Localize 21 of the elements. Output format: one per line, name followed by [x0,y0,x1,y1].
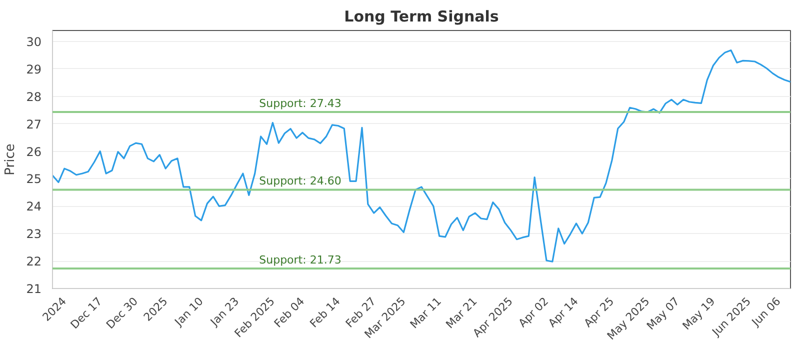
y-axis-title: Price [3,144,18,176]
y-tick-label: 23 [26,227,42,242]
y-tick-label: 24 [26,200,42,214]
y-tick-label: 25 [26,172,42,186]
y-tick-label: 22 [26,254,42,269]
y-tick-label: 30 [26,34,42,49]
ref-line-label: Support: 24.60 [259,174,342,188]
y-tick-label: 28 [26,90,42,104]
y-tick-label: 27 [26,117,42,132]
chart-title: Long Term Signals [344,8,499,26]
y-tick-label: 29 [26,62,42,76]
ref-line-label: Support: 21.73 [259,253,342,266]
y-tick-label: 26 [26,144,42,159]
x-tick-label: Feb 14 [307,294,343,330]
x-tick-label: Dec 17 [68,294,105,332]
x-tick-label: Jan 10 [172,294,206,330]
ref-line-label: Support: 27.43 [259,97,342,110]
y-tick-label: 21 [26,282,42,296]
x-tick-label: Mar 11 [408,294,444,332]
x-tick-label: Jun 06 [748,294,784,330]
x-tick-label: Dec 30 [104,294,140,332]
